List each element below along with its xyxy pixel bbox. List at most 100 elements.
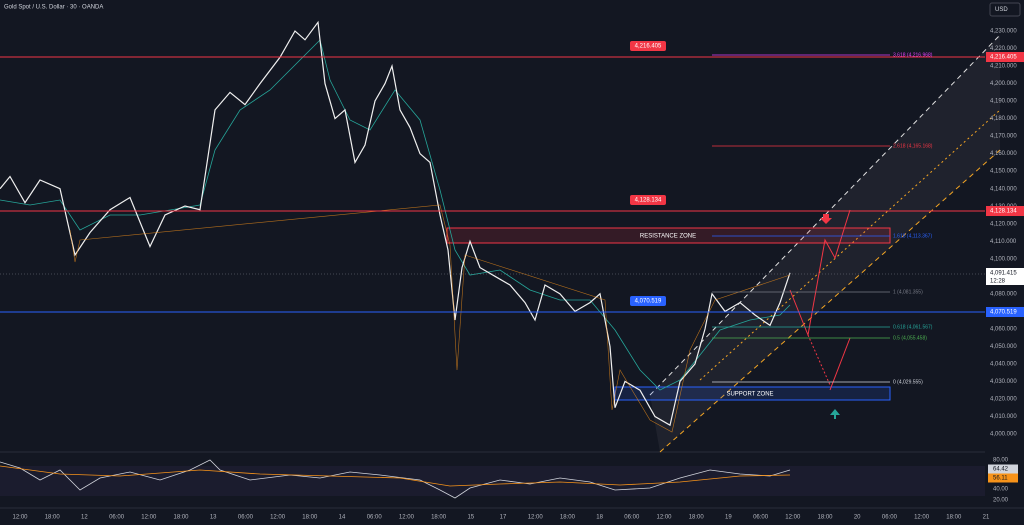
time-tick-label: 06:00 <box>753 515 769 521</box>
resistance-zone-label: RESISTANCE ZONE <box>640 234 696 240</box>
level-flag-label: 4,070.519 <box>990 310 1017 316</box>
time-tick-label: 19 <box>725 515 732 521</box>
level-flag <box>986 206 1024 216</box>
support-zone-label: SUPPORT ZONE <box>726 392 773 398</box>
time-tick-label: 12:00 <box>141 515 157 521</box>
fib-label: 0.618 (4,061.567) <box>893 324 933 330</box>
up-arrow-icon <box>830 409 840 419</box>
time-tick-label: 15 <box>467 515 474 521</box>
rsi-tick-label: 80.00 <box>993 458 1009 464</box>
time-tick-label: 18:00 <box>689 515 705 521</box>
level-flag-label: 4,128.134 <box>990 209 1017 215</box>
price-tick-label: 4,220.000 <box>990 46 1017 52</box>
level-flag-label: 4,216.405 <box>990 55 1017 61</box>
price-tick-label: 4,080.000 <box>990 291 1017 297</box>
time-tick-label: 06:00 <box>109 515 125 521</box>
channel-top <box>649 34 1001 396</box>
current-price-flag <box>986 268 1024 285</box>
rsi-value: 56.11 <box>993 476 1008 482</box>
channel-bottom <box>659 149 1001 453</box>
time-tick-label: 12:00 <box>656 515 672 521</box>
price-tick-label: 4,020.000 <box>990 396 1017 402</box>
rsi-line <box>0 459 791 499</box>
fib-label: 1 (4,081.355) <box>893 289 923 295</box>
price-tick-label: 4,120.000 <box>990 221 1017 227</box>
fib-label: 1.618 (4,113.367) <box>893 233 932 239</box>
time-tick-label: 12:00 <box>528 515 544 521</box>
time-tick-label: 14 <box>339 515 346 521</box>
time-tick-label: 17 <box>500 515 507 521</box>
resistance-zone <box>446 227 891 244</box>
rsi-value-flag <box>988 464 1018 474</box>
price-tick-label: 4,100.000 <box>990 256 1017 262</box>
time-tick-label: 06:00 <box>624 515 640 521</box>
rsi-tick-label: 20.00 <box>993 498 1009 504</box>
currency-box[interactable] <box>989 2 1021 17</box>
price-tick-label: 4,040.000 <box>990 361 1017 367</box>
price-tick-label: 4,160.000 <box>990 151 1017 157</box>
down-arrow-icon <box>820 214 832 224</box>
channel-mid <box>699 109 1001 381</box>
time-tick-label: 12:00 <box>270 515 286 521</box>
level-tag <box>630 41 666 51</box>
price-tick-label: 4,060.000 <box>990 326 1017 332</box>
rsi-band <box>0 466 985 496</box>
time-tick-label: 18:00 <box>302 515 318 521</box>
level-tag-label: 4,070.519 <box>635 299 662 305</box>
level-tag <box>630 195 666 205</box>
rsi-value: 64.42 <box>993 467 1009 473</box>
fib-label: 3.618 (4,216.968) <box>893 52 933 58</box>
price-tick-label: 4,150.000 <box>990 169 1017 175</box>
time-tick-label: 12:00 <box>914 515 930 521</box>
level-tag-label: 4,216.405 <box>635 44 662 50</box>
countdown: 12:28 <box>990 279 1006 285</box>
level-tag <box>630 296 666 306</box>
price-tick-label: 4,170.000 <box>990 134 1017 140</box>
price-tick-label: 4,050.000 <box>990 344 1017 350</box>
time-tick-label: 12:00 <box>12 515 28 521</box>
projection-up <box>789 209 851 337</box>
time-tick-label: 12:00 <box>399 515 415 521</box>
price-tick-label: 4,000.000 <box>990 432 1017 438</box>
time-tick-label: 12:00 <box>785 515 801 521</box>
symbol-title: Gold Spot / U.S. Dollar · 30 · OANDA <box>4 5 103 11</box>
fib-label: 2.618 (4,165.168) <box>893 143 933 149</box>
price-tick-label: 4,200.000 <box>990 81 1017 87</box>
price-scale-bg <box>985 0 1024 525</box>
time-tick-label: 21 <box>983 515 990 521</box>
level-flag <box>986 307 1024 317</box>
time-tick-label: 18:00 <box>431 515 447 521</box>
time-tick-label: 18:00 <box>45 515 61 521</box>
time-tick-label: 12 <box>81 515 88 521</box>
time-tick-label: 20 <box>854 515 861 521</box>
price-tick-label: 4,180.000 <box>990 116 1017 122</box>
level-tag-label: 4,128.134 <box>635 198 662 204</box>
price-tick-label: 4,030.000 <box>990 379 1017 385</box>
rsi-tick-label: 40.00 <box>993 487 1009 493</box>
time-tick-label: 18:00 <box>946 515 962 521</box>
price-tick-label: 4,190.000 <box>990 99 1017 105</box>
time-tick-label: 13 <box>210 515 217 521</box>
rsi-value-flag <box>988 473 1018 483</box>
projection-rebound <box>829 337 851 391</box>
projection-down <box>807 334 831 386</box>
price-tick-label: 4,110.000 <box>990 239 1017 245</box>
current-price: 4,091.415 <box>990 271 1017 277</box>
time-tick-label: 18:00 <box>173 515 189 521</box>
rsi-signal <box>0 465 791 487</box>
time-tick-label: 06:00 <box>238 515 254 521</box>
price-tick-label: 4,010.000 <box>990 414 1017 420</box>
price-wicks <box>69 204 791 433</box>
time-tick-label: 06:00 <box>882 515 898 521</box>
price-tick-label: 4,230.000 <box>990 29 1017 35</box>
moving-average <box>0 39 791 391</box>
level-flag <box>986 52 1024 62</box>
time-tick-label: 18:00 <box>817 515 833 521</box>
price-tick-label: 4,140.000 <box>990 186 1017 192</box>
fib-label: 0.5 (4,055.458) <box>893 335 927 341</box>
time-tick-label: 18:00 <box>560 515 576 521</box>
currency[interactable]: USD <box>995 7 1008 13</box>
time-tick-label: 18 <box>596 515 603 521</box>
